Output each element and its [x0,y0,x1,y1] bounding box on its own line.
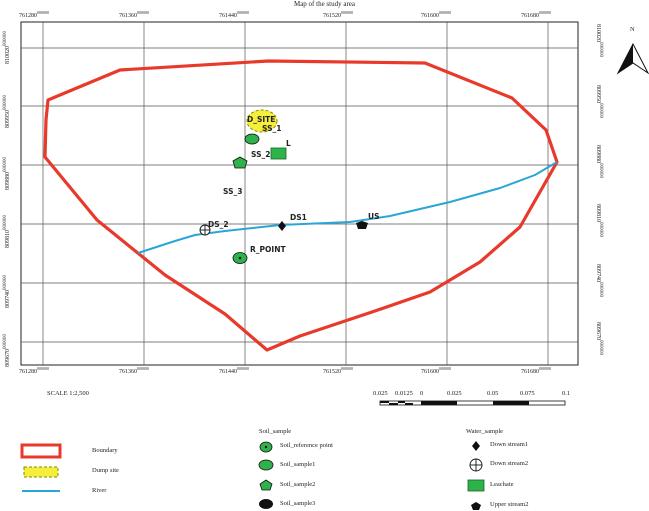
legend-dump-symbol [23,466,59,478]
scalebar-tick-5: 0.05 [487,390,499,397]
label-ref-point: R_POINT [250,245,286,254]
river-line [137,161,558,254]
legend-soil1-symbol [258,459,274,471]
x-tick-top-6: 761680000000 [521,10,551,19]
x-tick-bottom-2: 761360000000 [119,366,149,375]
soil-sample1-marker [244,133,260,145]
x-tick-top-1: 761280000000 [19,10,49,19]
legend-upper2-label: Upper stream2 [490,501,529,508]
legend-soil2-symbol [259,479,273,491]
x-tick-top-3: 761440000000 [219,10,249,19]
label-ss3: SS_3 [223,187,243,196]
legend-soil2-label: Soil_sample2 [280,481,316,488]
legend-soil3-label: Soil_sample3 [280,500,316,507]
legend-down1-symbol [472,441,480,451]
north-label: N [630,26,635,33]
scale-ratio: SCALE 1:2,500 [47,390,89,397]
x-tick-bottom-5: 761600000000 [421,366,451,375]
legend-leachate-label: Leachate [490,481,514,488]
leachate-marker [270,147,287,160]
legend-boundary-symbol [20,443,62,459]
label-ss1: SS_1 [262,124,282,133]
scalebar-tick-4: 0.025 [447,390,462,397]
label-ds1: DS1 [290,213,307,222]
label-ss2: SS_2 [251,150,271,159]
label-leachate: L [286,139,291,148]
coordinate-grid [21,22,578,365]
dump-site-symbol [246,109,278,133]
scalebar-tick-3: 0 [420,390,424,397]
label-us: US [368,212,380,221]
boundary-polygon [43,59,559,352]
scalebar-tick-2: 0.0125 [395,390,413,397]
x-tick-bottom-6: 761680000000 [521,366,551,375]
scalebar-tick-1: 0.025 [373,390,388,397]
x-tick-bottom-1: 761280000000 [19,366,49,375]
legend-river-label: River [92,487,107,494]
soil-sample2-marker [232,156,248,169]
x-tick-top-5: 761600000000 [421,10,451,19]
x-tick-bottom-3: 761440000000 [219,366,249,375]
x-tick-top-2: 761360000000 [119,10,149,19]
legend-leachate-symbol [467,479,485,492]
scale-bar [379,400,566,406]
label-dump-site: D_SITE [247,115,276,124]
map-frame [20,21,579,366]
x-tick-top-4: 761520000000 [323,10,353,19]
legend-down2-label: Down stream2 [490,460,529,467]
legend-upper2-symbol [471,502,481,510]
legend-soil1-label: Soil_sample1 [280,461,316,468]
legend-soil-header: Soil_sample [259,428,292,435]
legend-water-header: Water_sample [466,428,504,435]
upstream-marker [356,221,368,229]
scalebar-tick-6: 0.075 [520,390,535,397]
legend-boundary-label: Boundary [92,447,118,454]
x-tick-bottom-4: 761520000000 [323,366,353,375]
legend-soil3-symbol [259,499,273,509]
scalebar-tick-7: 0.1 [562,390,571,397]
legend-soil-ref-label: Soil_reference point [280,442,333,449]
map-title: Map of the study area [293,0,356,8]
legend-dump-label: Dump site [92,467,119,474]
downstream1-marker [278,221,286,231]
legend-down1-label: Down stream1 [490,441,529,448]
label-ds2: DS_2 [208,220,229,229]
